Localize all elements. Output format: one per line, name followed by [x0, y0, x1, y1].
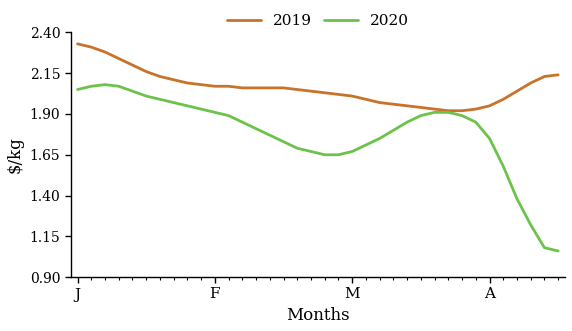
- 2020: [294, 146, 301, 150]
- 2020: [184, 104, 191, 108]
- 2019: [541, 74, 548, 78]
- 2019: [459, 109, 466, 113]
- 2019: [143, 70, 150, 73]
- 2020: [170, 101, 177, 105]
- Legend: 2019, 2020: 2019, 2020: [221, 8, 415, 34]
- 2020: [143, 94, 150, 98]
- 2019: [294, 87, 301, 91]
- 2020: [527, 223, 534, 227]
- 2019: [184, 81, 191, 85]
- 2019: [500, 97, 507, 101]
- 2019: [88, 45, 95, 49]
- 2019: [404, 104, 411, 108]
- 2020: [363, 143, 370, 147]
- 2019: [321, 91, 328, 95]
- 2019: [349, 94, 356, 98]
- 2019: [267, 86, 273, 90]
- 2019: [102, 50, 109, 54]
- 2019: [212, 84, 219, 88]
- 2020: [472, 120, 479, 124]
- 2019: [472, 107, 479, 111]
- 2020: [198, 107, 205, 111]
- 2020: [253, 127, 260, 131]
- 2020: [74, 87, 81, 91]
- Y-axis label: $/kg: $/kg: [7, 136, 24, 173]
- 2019: [527, 81, 534, 85]
- 2020: [431, 110, 438, 114]
- 2020: [404, 120, 411, 124]
- 2019: [363, 97, 370, 101]
- 2019: [335, 92, 342, 96]
- 2019: [157, 74, 164, 78]
- 2020: [541, 246, 548, 250]
- 2020: [102, 83, 109, 87]
- Line: 2020: 2020: [78, 85, 558, 251]
- 2020: [239, 120, 246, 124]
- 2020: [555, 249, 562, 253]
- 2020: [308, 150, 315, 154]
- 2019: [129, 63, 136, 67]
- 2019: [418, 106, 424, 110]
- 2019: [198, 83, 205, 87]
- 2020: [500, 164, 507, 168]
- 2020: [376, 136, 383, 140]
- 2019: [514, 89, 521, 93]
- 2020: [459, 114, 466, 118]
- 2019: [280, 86, 287, 90]
- 2019: [555, 73, 562, 77]
- 2019: [431, 107, 438, 111]
- 2019: [445, 109, 452, 113]
- 2020: [280, 140, 287, 144]
- 2020: [335, 153, 342, 157]
- 2019: [308, 89, 315, 93]
- 2020: [116, 84, 122, 88]
- 2020: [445, 110, 452, 114]
- 2020: [349, 150, 356, 154]
- 2020: [212, 110, 219, 114]
- 2019: [376, 101, 383, 105]
- 2019: [390, 102, 397, 106]
- 2019: [74, 42, 81, 46]
- 2019: [225, 84, 232, 88]
- 2020: [418, 114, 424, 118]
- 2019: [116, 57, 122, 61]
- X-axis label: Months: Months: [286, 307, 349, 324]
- 2020: [486, 136, 493, 140]
- 2020: [267, 133, 273, 137]
- 2020: [225, 114, 232, 118]
- 2019: [170, 78, 177, 82]
- 2019: [239, 86, 246, 90]
- 2020: [88, 84, 95, 88]
- 2020: [514, 197, 521, 201]
- 2020: [321, 153, 328, 157]
- Line: 2019: 2019: [78, 44, 558, 111]
- 2020: [129, 89, 136, 93]
- 2020: [390, 128, 397, 132]
- 2019: [486, 104, 493, 108]
- 2020: [157, 97, 164, 101]
- 2019: [253, 86, 260, 90]
